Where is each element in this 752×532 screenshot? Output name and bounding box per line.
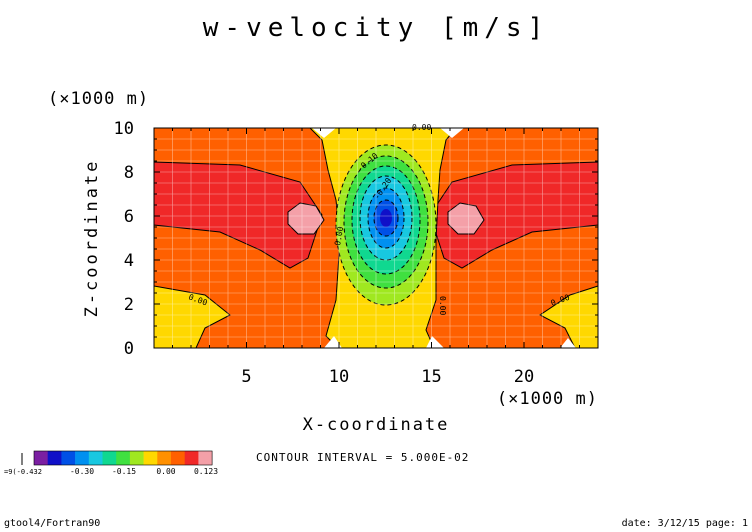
colorbar-swatch [184,451,199,465]
y-tick-label: 10 [114,119,134,139]
x-tick-label: 5 [241,367,251,387]
contour-region-left-max [153,161,323,269]
y-tick-label: 6 [124,207,134,227]
x-axis-unit: (×1000 m) [497,389,598,409]
contour-label-center-right: 0.00 [438,296,447,315]
chart-title: w-velocity [m/s] [203,13,549,43]
colorbar-label-neg015: -0.15 [112,467,136,476]
contour-interval-note: CONTOUR INTERVAL = 5.000E-02 [256,451,469,464]
colorbar [33,450,213,466]
colorbar-swatch [171,451,185,465]
colorbar-swatch [88,451,103,465]
blank-notch-top-left [312,128,336,138]
blank-notch-bottom-corner [560,338,576,348]
blank-notch-top-right [440,128,464,138]
contour-label-center-left: 0.00 [333,226,345,247]
x-tick-label: 20 [514,367,534,387]
colorbar-swatch [47,451,62,465]
colorbar-label-neg030: -0.30 [70,467,94,476]
x-tick-label: 15 [421,367,441,387]
colorbar-swatch [157,451,172,465]
colorbar-swatch [61,451,76,465]
colorbar-swatch [75,451,90,465]
contour-min [380,209,392,227]
blank-notch-bottom-right [426,336,444,348]
axis-ticks: 5 10 15 20 0 2 4 6 8 10 [114,119,598,387]
colorbar-swatch [34,451,48,465]
colorbar-swatch [143,451,158,465]
colorbar-swatch [116,451,131,465]
x-tick-label: 10 [329,367,349,387]
footer-right: date: 3/12/15 page: 1 [622,518,748,529]
colorbar-swatch [129,451,144,465]
y-tick-label: 0 [124,339,134,359]
y-tick-label: 8 [124,163,134,183]
y-tick-label: 4 [124,251,134,271]
x-axis-label: X-coordinate [303,415,450,435]
blank-notch-bottom-left [324,336,342,348]
grid-lines [154,128,598,348]
y-tick-label: 2 [124,295,134,315]
footer-left: gtool4/Fortran90 [4,518,100,529]
colorbar-label-max: 0.123 [194,467,218,476]
y-axis-label: Z-coordinate [82,159,102,318]
colorbar-swatch [102,451,117,465]
colorbar-label-000: 0.00 [156,467,175,476]
colorbar-swatch [198,451,213,465]
colorbar-frame [33,450,213,466]
colorbar-underflow-label: =9(-0.432 [4,468,42,476]
y-axis-unit: (×1000 m) [48,89,149,109]
contour-region-right-max [429,161,599,269]
